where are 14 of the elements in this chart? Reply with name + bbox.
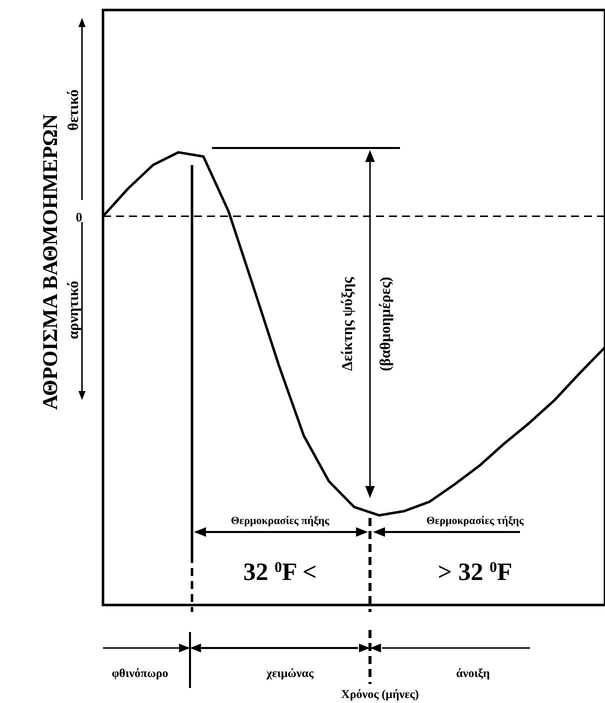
y-axis-title: ΑΘΡΟΙΣΜΑ ΒΑΘΜΟΗΜΕΡΩΝ <box>38 114 62 410</box>
ref-line-label: 0 <box>76 209 82 224</box>
text: χειμώνας <box>265 666 314 680</box>
text: φθινόπωρο <box>112 666 168 680</box>
text: αρνητικό <box>66 280 82 340</box>
text: Χρόνος (μήνες) <box>341 687 419 701</box>
annotation: Θερμοκρασίες πήξης <box>230 515 330 527</box>
annotation: (βαθμοημέρες) <box>378 276 394 372</box>
annotation: Δείκτης ψύξης <box>340 276 356 371</box>
text: άνοιξη <box>456 666 490 680</box>
annotation: Θερμοκρασίες τήξης <box>426 515 524 527</box>
text: > 32 $^{0}$F <box>438 559 512 586</box>
text: 32 $^{0}$F < <box>243 559 317 586</box>
text: θετικό <box>66 89 82 131</box>
